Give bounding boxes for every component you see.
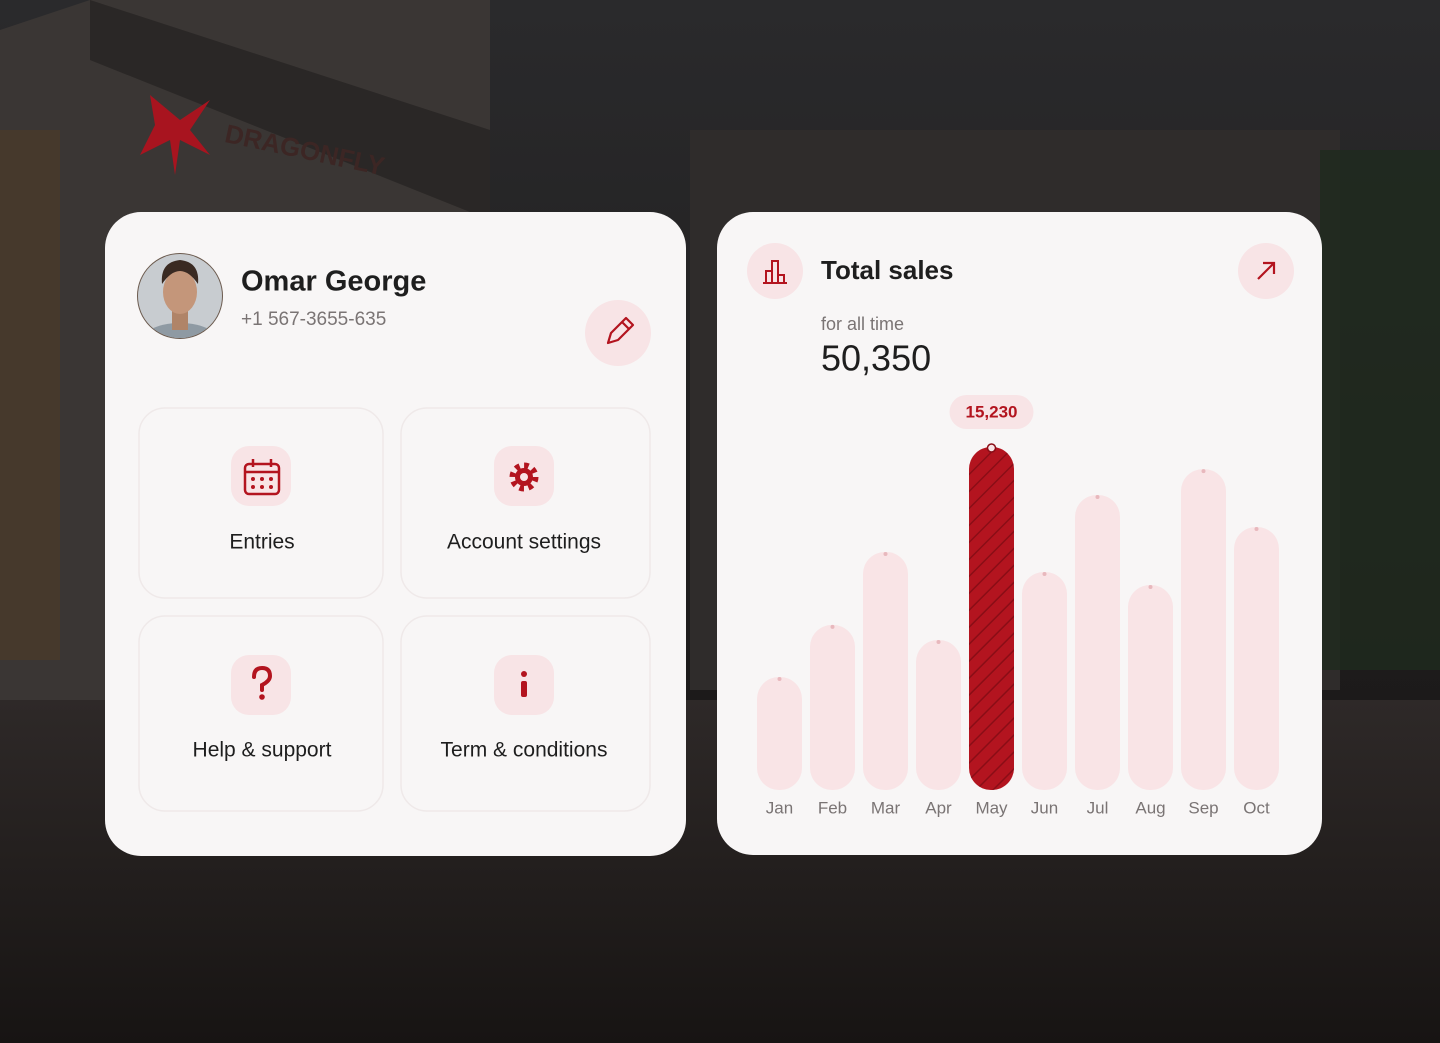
total-value: 50,350	[821, 338, 931, 379]
x-tick-label: Sep	[1188, 798, 1218, 817]
bar	[810, 624, 855, 790]
x-tick-label: May	[975, 798, 1008, 817]
bar	[1075, 494, 1120, 790]
x-tick-label: Apr	[925, 798, 952, 817]
profile-name: Omar George	[241, 266, 426, 298]
value-label: 15,230	[966, 402, 1018, 421]
menu-terms[interactable]: Term & conditions	[400, 615, 651, 812]
bar-dot	[936, 640, 941, 645]
chart-title: Total sales	[821, 255, 953, 285]
value-pill	[949, 395, 1034, 429]
bar	[1128, 585, 1173, 790]
bar	[1234, 526, 1279, 790]
bar-dot	[777, 676, 782, 681]
sales-card	[717, 212, 1322, 855]
menu-label: Help & support	[193, 739, 332, 762]
x-tick-label: Jul	[1087, 798, 1109, 817]
open-button[interactable]	[1238, 243, 1294, 299]
menu-account-settings[interactable]: Account settings	[400, 407, 651, 599]
bar-dot	[1254, 526, 1259, 531]
bar-dot	[1201, 469, 1206, 474]
x-tick-label: Oct	[1243, 798, 1270, 817]
bar	[1181, 469, 1226, 790]
x-tick-label: Jan	[766, 798, 793, 817]
x-tick-label: Mar	[871, 798, 901, 817]
menu-label: Entries	[229, 531, 294, 554]
bar	[916, 640, 961, 790]
menu-help[interactable]: Help & support	[138, 615, 384, 812]
bar-hatch	[969, 447, 1014, 790]
profile-phone: +1 567-3655-635	[241, 309, 386, 330]
menu-label: Account settings	[447, 531, 601, 554]
bar	[1022, 571, 1067, 790]
x-tick-label: Jun	[1031, 798, 1058, 817]
menu-label: Term & conditions	[441, 739, 608, 762]
bar-dot	[830, 624, 835, 629]
bar	[757, 676, 802, 790]
chart-subtitle: for all time	[821, 314, 904, 334]
bar-dot	[1042, 571, 1047, 576]
bar	[863, 551, 908, 790]
edit-button[interactable]	[585, 300, 651, 366]
bar-dot	[1095, 494, 1100, 499]
x-tick-label: Feb	[818, 798, 847, 817]
chart-icon	[747, 243, 803, 299]
bar-dot	[1148, 585, 1153, 590]
menu-entries[interactable]: Entries	[138, 407, 384, 599]
bar-dot	[986, 443, 997, 453]
bar-dot	[883, 551, 888, 556]
x-tick-label: Aug	[1135, 798, 1165, 817]
